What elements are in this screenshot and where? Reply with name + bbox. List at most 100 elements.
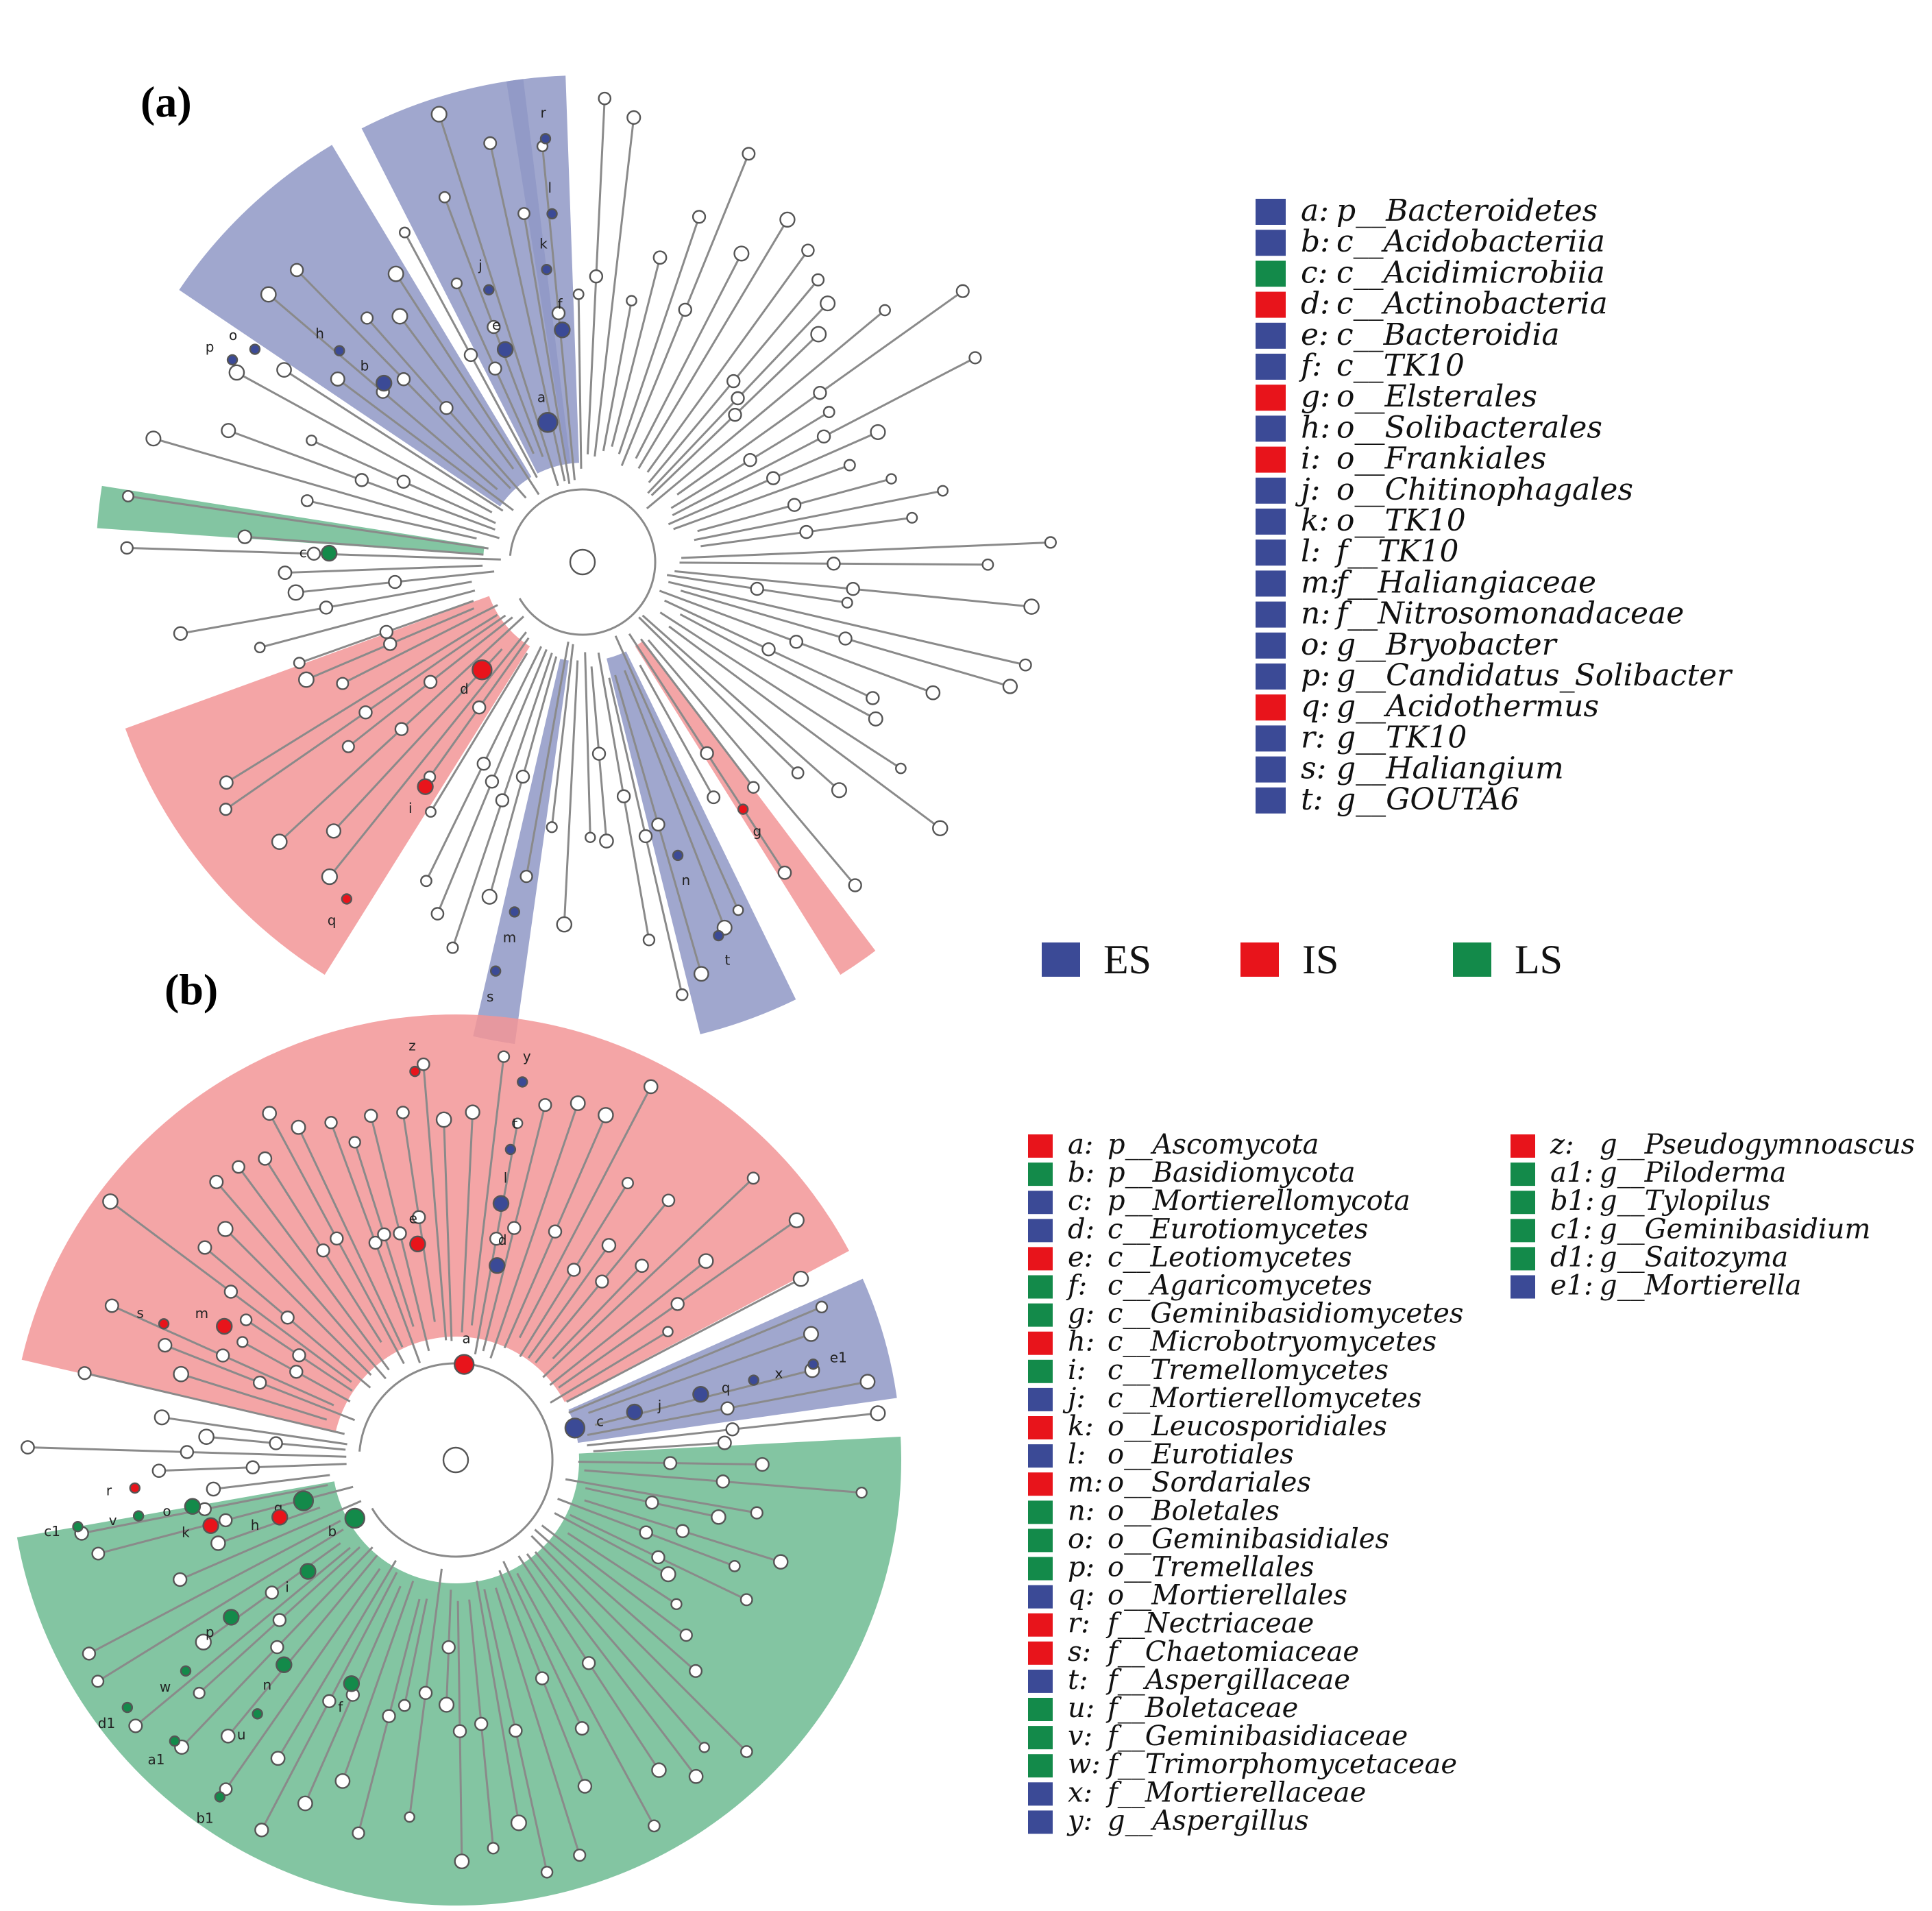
legend-key: z: [1550,1129,1574,1160]
legend-swatch-LS [1028,1698,1053,1721]
internal-node [787,498,802,512]
leaf-node [398,1699,411,1712]
biomarker-label-s: s [487,988,493,1005]
leaf-node [510,1814,527,1831]
leaf-node [438,191,451,204]
biomarker-node-c [564,1417,586,1439]
legend-key: a: [1068,1129,1093,1160]
branch [153,437,500,539]
biomarker-label-p: p [206,339,215,355]
biomarker-label-e: e [492,317,500,333]
leaf-node [220,1728,236,1744]
leaf-node [360,311,374,325]
leaf-node [276,362,292,378]
leaf-node [773,1554,789,1570]
internal-node [535,1671,550,1685]
legend-taxon: c__Eurotiomycetes [1108,1213,1368,1245]
branch [530,1535,748,1753]
biomarker-node-r [129,1482,140,1494]
leaf-node [546,821,558,833]
legend-taxon: o__Chitinophagales [1336,472,1633,507]
branch [461,1112,474,1332]
branch [297,1127,404,1348]
leaf-node [879,304,891,317]
legend-swatch-ES [1256,787,1286,814]
branch [495,1587,581,1855]
group-legend: ES IS LS [1042,937,1563,982]
leaf-node [740,1745,753,1758]
branch [647,639,856,886]
branch [624,670,726,928]
legend-key: a1: [1550,1157,1593,1189]
internal-node [639,1525,653,1539]
branch [694,489,943,541]
branch [395,273,540,496]
internal-node [651,817,665,832]
legend-swatch-ES [1256,199,1286,225]
leaf-node [260,286,277,303]
legend-taxon: o__Tremellales [1108,1552,1315,1583]
legend-taxon: g__Bryobacter [1336,627,1558,662]
internal-node [472,700,487,715]
legend-key: b1: [1550,1185,1595,1217]
leaf-node [574,1721,589,1736]
legend-key: g: [1068,1298,1095,1330]
biomarker-label-x: x [774,1365,783,1382]
leaf-node [193,1686,206,1700]
legend-taxon: f__Chaetomiaceae [1105,1636,1359,1668]
leaf-node [321,868,339,886]
legend-taxon: f__TK10 [1334,534,1459,569]
leaf-node [324,1116,338,1130]
legend-key: n: [1301,596,1330,631]
legend-key: u: [1068,1692,1095,1724]
legend-key: c: [1068,1185,1092,1217]
biomarker-label-m: m [195,1305,208,1322]
leaf-node [487,1842,500,1855]
legend-taxon: g__Saitozyma [1600,1241,1788,1273]
legend-key: o: [1068,1523,1094,1555]
legend-swatch-ES [1511,1275,1535,1299]
leaf-node [446,941,459,954]
branch [161,1416,347,1446]
leaf-node [289,263,304,278]
internal-node [388,574,402,589]
legend-key: o: [1301,627,1329,662]
legend-taxon: o__Eurotiales [1108,1439,1294,1470]
branch [614,635,739,911]
legend-taxon: f__Boletaceae [1105,1692,1298,1724]
branch [679,613,877,720]
legend-swatch-ES [1256,756,1286,783]
legend-swatch-LS [1028,1754,1053,1778]
internal-node [675,1524,690,1538]
legend-taxon: c__Tremellomycetes [1108,1354,1389,1386]
internal-node [509,1723,523,1738]
biomarker-label-l: l [548,180,552,196]
legend-taxon: g__Aspergillus [1108,1805,1309,1836]
leaf-node [77,1366,92,1380]
legend-taxon: c__Acidobacteriia [1336,224,1605,259]
legend-swatch-IS [1256,694,1286,721]
leaf-node [811,273,825,287]
internal-node [581,1656,596,1670]
biomarker-node-o [184,1498,201,1515]
biomarker-label-n: n [263,1677,272,1693]
branch [639,638,755,788]
legend-key: l: [1301,534,1321,569]
leaf-node [1018,658,1032,672]
leaf-node [755,1457,770,1472]
biomarker-label-c1: c1 [44,1523,60,1539]
biomarker-label-j: j [478,257,482,273]
leaf-node [868,711,883,727]
biomarker-node-e [409,1235,426,1253]
legend-taxon: f__Nitrosomonadaceae [1334,596,1684,631]
tree-b-branches [21,1050,886,1879]
internal-node [280,1311,295,1325]
leaf-node [573,1848,587,1862]
biomarker-label-u: u [237,1726,246,1742]
internal-node [439,400,454,415]
biomarker-label-e: e [409,1210,417,1226]
branch [224,1228,372,1376]
branch [668,581,1026,666]
legend-taxon: c__Microbotryomycetes [1108,1326,1436,1358]
